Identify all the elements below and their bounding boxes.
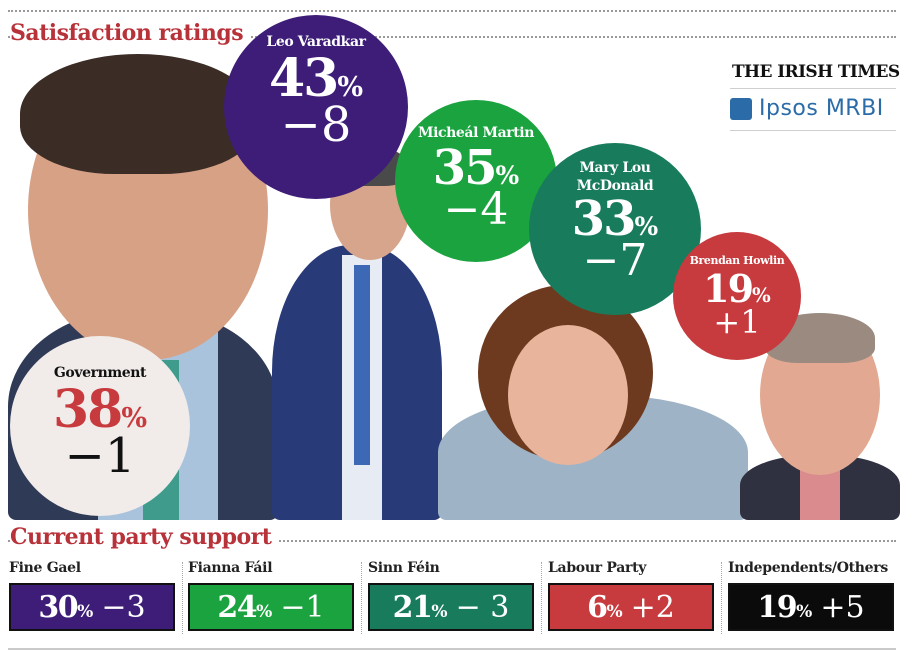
party-change: −1 (280, 589, 325, 625)
mary-lou-name-line1: Mary Lou (579, 160, 651, 176)
ipsos-label: Ipsos MRBI (759, 96, 884, 121)
percent-sign: % (606, 601, 623, 622)
leo-varadkar-name: Leo Varadkar (266, 34, 366, 50)
percent-sign: % (121, 403, 148, 434)
party-fine-gael: Fine Gael 30% −3 (9, 560, 175, 631)
government-change: −1 (64, 428, 136, 484)
mary-lou-mcdonald-bubble: Mary Lou McDonald 33% −7 (529, 143, 701, 315)
bottom-rule (8, 648, 896, 650)
government-name: Government (53, 365, 147, 381)
percent-sign: % (256, 601, 273, 622)
brendan-howlin-photo (740, 313, 900, 520)
party-value: 30 (38, 589, 78, 625)
party-independents-others: Independents/Others 19% +5 (728, 560, 894, 631)
party-labour: Labour Party 6% +2 (548, 560, 714, 631)
leo-varadkar-pct: 43 (268, 48, 339, 109)
government-bubble: Government 38% −1 (10, 336, 190, 516)
satisfaction-title: Satisfaction ratings (10, 20, 250, 46)
party-change: +5 (820, 589, 865, 625)
percent-sign: % (752, 283, 771, 307)
percent-sign: % (495, 161, 520, 190)
header-dotted-rule (8, 36, 896, 38)
party-dotted-rule (8, 540, 896, 542)
party-label: Independents/Others (728, 560, 888, 576)
party-value: 6 (587, 589, 608, 625)
mary-lou-name-line2: McDonald (576, 178, 654, 194)
party-label: Sinn Féin (368, 560, 440, 576)
government-pct: 38 (52, 379, 123, 440)
party-change: +2 (630, 589, 675, 625)
irish-times-logo: THE IRISH TIMES (732, 62, 900, 82)
party-sinn-fein: Sinn Féin 21% − 3 (368, 560, 534, 631)
party-fianna-fail: Fianna Fáil 24% −1 (188, 560, 354, 631)
leo-varadkar-bubble: Leo Varadkar 43% −8 (224, 15, 408, 199)
mary-lou-mcdonald-change: −7 (582, 235, 648, 286)
party-value: 24 (217, 589, 257, 625)
party-label: Labour Party (548, 560, 647, 576)
party-separator (721, 562, 722, 634)
percent-sign: % (77, 601, 94, 622)
brendan-howlin-bubble: Brendan Howlin 19% +1 (673, 232, 801, 360)
ipsos-logo: Ipsos MRBI (730, 96, 884, 121)
micheal-martin-name: Micheál Martin (418, 125, 534, 141)
party-label: Fianna Fáil (188, 560, 273, 576)
party-value: 19 (757, 589, 797, 625)
party-box: 30% −3 (9, 583, 175, 631)
party-separator (541, 562, 542, 634)
percent-sign: % (634, 212, 659, 241)
brand-rule (730, 88, 896, 89)
party-label: Fine Gael (9, 560, 81, 576)
percent-sign: % (431, 601, 448, 622)
party-separator (361, 562, 362, 634)
party-box: 24% −1 (188, 583, 354, 631)
party-change: −3 (101, 589, 146, 625)
ipsos-mark-icon (730, 97, 752, 120)
micheal-martin-pct: 35 (432, 140, 498, 196)
mary-lou-mcdonald-photo (438, 285, 748, 520)
party-change: − 3 (455, 589, 510, 625)
party-value: 21 (392, 589, 433, 625)
party-box: 19% +5 (728, 583, 894, 631)
party-support-title: Current party support (10, 524, 278, 550)
percent-sign: % (796, 601, 813, 622)
party-separator (182, 562, 183, 634)
brendan-howlin-change: +1 (713, 303, 761, 341)
mary-lou-mcdonald-pct: 33 (571, 191, 637, 247)
party-box: 21% − 3 (368, 583, 534, 631)
brendan-howlin-pct: 19 (703, 266, 754, 311)
percent-sign: % (337, 72, 364, 103)
top-dotted-rule (8, 10, 896, 12)
logo-rule (730, 130, 896, 131)
leo-varadkar-change: −8 (280, 97, 352, 153)
brendan-howlin-name: Brendan Howlin (689, 254, 785, 267)
micheal-martin-change: −4 (443, 184, 509, 235)
party-box: 6% +2 (548, 583, 714, 631)
